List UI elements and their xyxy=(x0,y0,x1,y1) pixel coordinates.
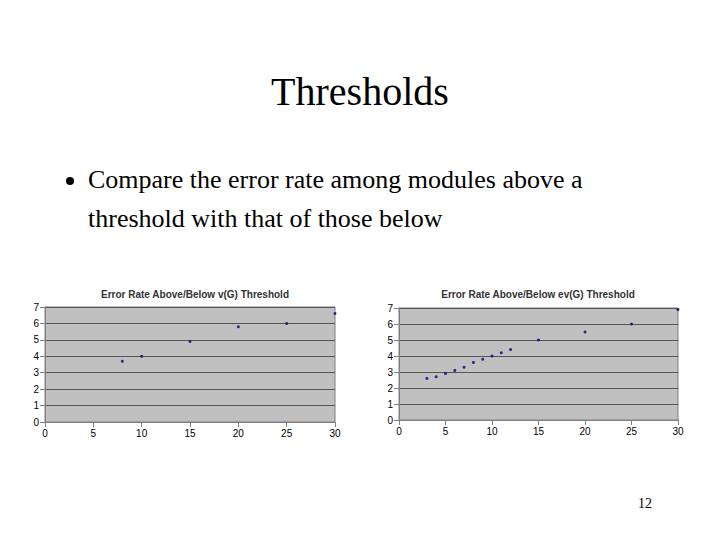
svg-text:4: 4 xyxy=(387,351,393,362)
svg-text:25: 25 xyxy=(626,426,638,437)
svg-text:7: 7 xyxy=(387,303,393,314)
svg-text:5: 5 xyxy=(33,334,39,345)
svg-text:6: 6 xyxy=(33,318,39,329)
svg-text:15: 15 xyxy=(184,428,196,439)
svg-text:30: 30 xyxy=(672,426,684,437)
svg-text:1: 1 xyxy=(387,399,393,410)
svg-text:5: 5 xyxy=(91,428,97,439)
svg-text:0: 0 xyxy=(396,426,402,437)
html-text:Thresholds: Thresholds xyxy=(271,69,449,114)
svg-text:4: 4 xyxy=(33,351,39,362)
svg-text:0: 0 xyxy=(33,417,39,428)
svg-text:20: 20 xyxy=(579,426,591,437)
svg-text:Error Rate Above/Below v(G) Th: Error Rate Above/Below v(G) Threshold xyxy=(101,289,289,300)
svg-text:25: 25 xyxy=(281,428,293,439)
svg-text:0: 0 xyxy=(42,428,48,439)
html-text:12: 12 xyxy=(638,496,652,511)
svg-text:Error Rate Above/Below ev(G) T: Error Rate Above/Below ev(G) Threshold xyxy=(441,289,635,300)
svg-text:7: 7 xyxy=(33,302,39,313)
svg-text:3: 3 xyxy=(33,367,39,378)
svg-text:5: 5 xyxy=(443,426,449,437)
svg-text:2: 2 xyxy=(387,383,393,394)
svg-text:1: 1 xyxy=(33,400,39,411)
svg-text:0: 0 xyxy=(387,415,393,426)
html-text:Compare the error rate among m: Compare the error rate among modules abo… xyxy=(88,165,583,233)
svg-text:10: 10 xyxy=(136,428,148,439)
svg-text:30: 30 xyxy=(329,428,341,439)
svg-text:6: 6 xyxy=(387,319,393,330)
svg-text:5: 5 xyxy=(387,335,393,346)
svg-text:10: 10 xyxy=(486,426,498,437)
svg-text:2: 2 xyxy=(33,384,39,395)
svg-text:20: 20 xyxy=(233,428,245,439)
svg-text:15: 15 xyxy=(533,426,545,437)
svg-text:3: 3 xyxy=(387,367,393,378)
